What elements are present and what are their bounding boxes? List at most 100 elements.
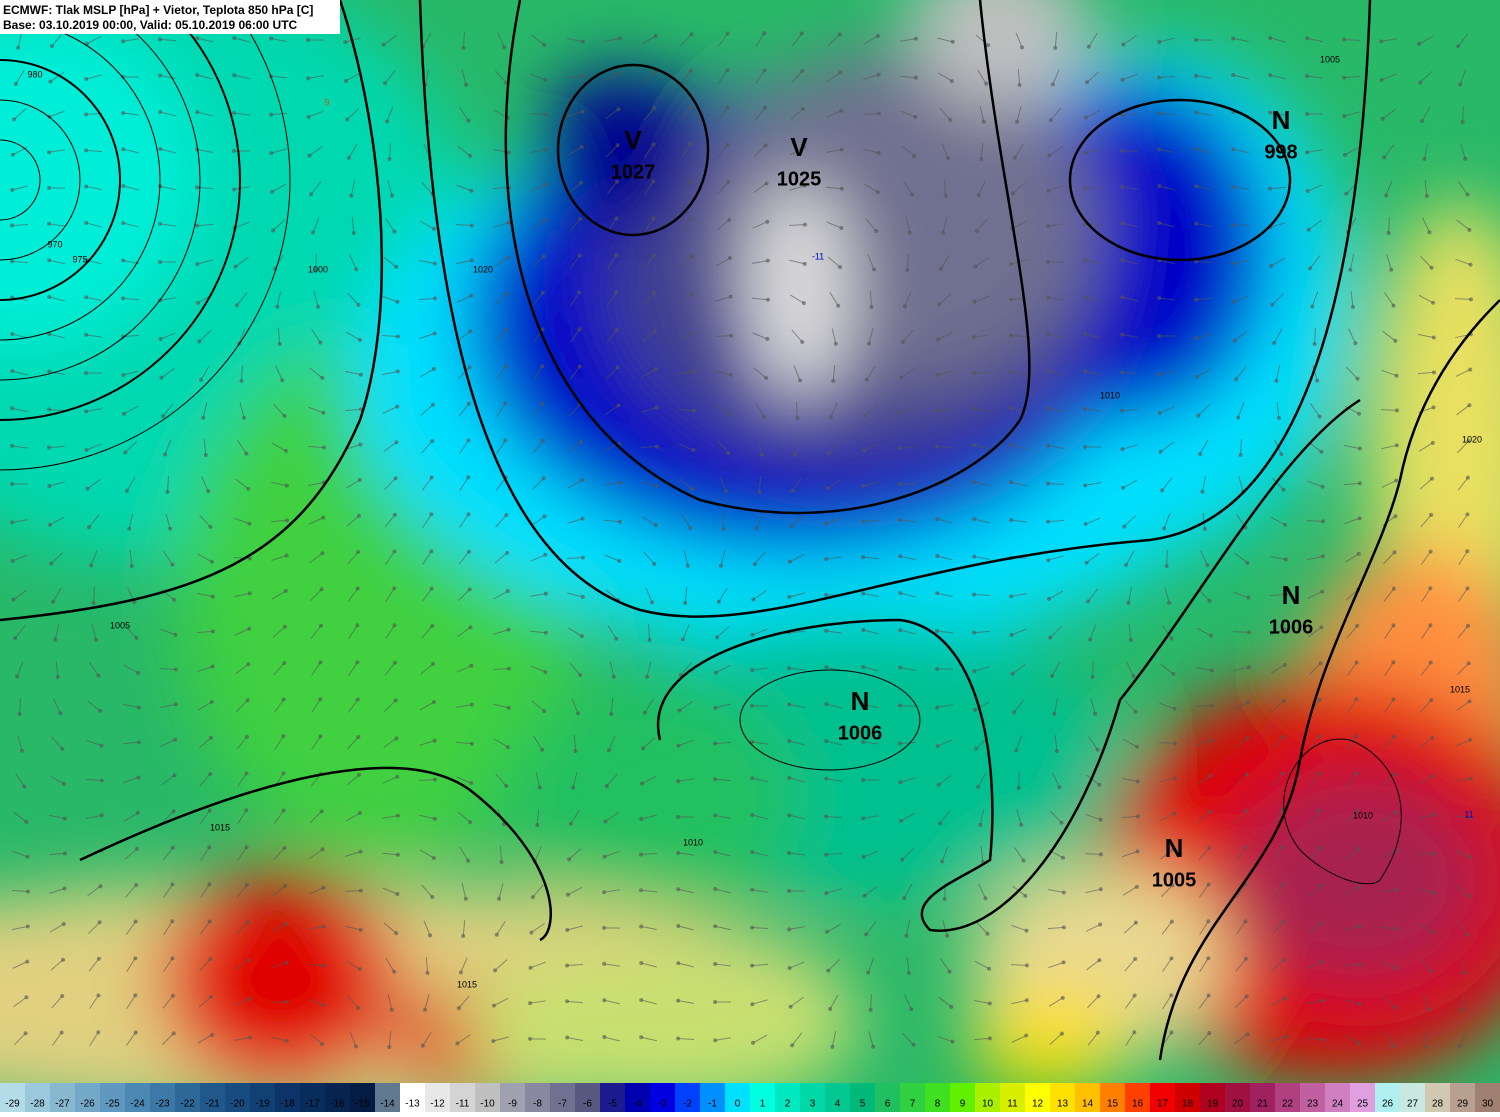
wind-arrow-head [354, 267, 358, 271]
wind-arrow-head [1244, 957, 1248, 961]
wind-arrow-head [614, 253, 618, 257]
wind-arrow-head [1277, 416, 1281, 420]
wind-arrow-head [269, 151, 273, 155]
wind-arrow-head [1391, 623, 1395, 627]
wind-arrow-head [1380, 78, 1384, 82]
wind-arrow-head [431, 403, 435, 407]
wind-arrow-head [1062, 891, 1066, 895]
wind-arrow-head [935, 517, 939, 521]
wind-arrow-head [209, 995, 213, 999]
wind-arrow-head [504, 328, 508, 332]
wind-arrow-head [1348, 268, 1352, 272]
wind-arrow-head [1157, 111, 1161, 115]
wind-arrow-head [1358, 481, 1362, 485]
wind-arrow-head [84, 77, 88, 81]
wind-arrow-head [1017, 786, 1021, 790]
wind-arrow-head [281, 734, 285, 738]
wind-arrow-head [913, 115, 917, 119]
wind-arrow-head [1170, 920, 1174, 924]
wind-arrow-head [136, 811, 140, 815]
wind-arrow-head [1096, 748, 1100, 752]
wind-arrow-head [542, 43, 546, 47]
wind-arrow-head [58, 711, 62, 715]
wind-arrow-head [1320, 921, 1324, 925]
colorbar-label: 5 [860, 1099, 866, 1110]
colorbar-label: -17 [305, 1099, 320, 1110]
wind-arrow-head [654, 367, 658, 371]
wind-arrow-head [63, 886, 67, 890]
wind-arrow-head [725, 105, 729, 109]
wind-arrow-head [208, 920, 212, 924]
isobar-label: 1005 [1320, 54, 1340, 64]
wind-arrow-head [912, 1043, 916, 1047]
wind-arrow-head [571, 786, 575, 790]
wind-arrow-head [269, 37, 273, 41]
wind-arrow-head [1207, 1031, 1211, 1035]
wind-arrow-head [978, 823, 982, 827]
wind-arrow [493, 669, 509, 670]
wind-arrow-head [503, 401, 507, 405]
wind-arrow-head [428, 933, 432, 937]
wind-arrow-head [1244, 809, 1248, 813]
wind-arrow-head [870, 305, 874, 309]
wind-arrow-head [765, 181, 769, 185]
wind-arrow-head [1083, 295, 1087, 299]
wind-arrow-head [937, 783, 941, 787]
wind-arrow-head [432, 700, 436, 704]
wind-arrow-head [824, 777, 828, 781]
wind-arrow-head [614, 216, 618, 220]
wind-arrow-head [824, 702, 828, 706]
wind-arrow-head [766, 298, 770, 302]
isobar-label: 970 [47, 239, 62, 249]
wind-arrow-head [383, 81, 387, 85]
wind-arrow-head [688, 105, 692, 109]
wind-arrow-head [195, 224, 199, 228]
colorbar-label: -1 [708, 1099, 717, 1110]
wind-arrow-head [211, 595, 215, 599]
wind-arrow-head [988, 1002, 992, 1006]
wind-arrow-head [318, 697, 322, 701]
wind-arrow-head [787, 739, 791, 743]
wind-arrow-head [195, 73, 199, 77]
wind-arrow-head [432, 367, 436, 371]
wind-arrow-head [48, 80, 52, 84]
colorbar-label: -13 [405, 1099, 420, 1110]
wind-arrow-head [935, 408, 939, 412]
colorbar-label: 17 [1157, 1099, 1169, 1110]
wind-arrow-head [96, 674, 100, 678]
wind-arrow-head [1121, 486, 1125, 490]
wind-arrow-head [1083, 186, 1087, 190]
wind-arrow-head [1358, 1002, 1362, 1006]
wind-arrow-head [788, 560, 792, 564]
wind-arrow-head [318, 341, 322, 345]
wind-arrow-head [395, 405, 399, 409]
wind-arrow-head [1009, 406, 1013, 410]
isobar-label: 980 [27, 69, 42, 79]
wind-arrow-head [542, 476, 546, 480]
wind-arrow-head [1305, 150, 1309, 154]
wind-arrow-head [1244, 919, 1248, 923]
wind-arrow-head [1170, 1030, 1174, 1034]
wind-arrow-head [84, 295, 88, 299]
wind-arrow-head [1198, 452, 1202, 456]
wind-arrow-head [356, 698, 360, 702]
wind-arrow-head [395, 775, 399, 779]
wind-arrow-head [828, 1007, 832, 1011]
wind-arrow-head [87, 525, 91, 529]
wind-arrow-head [1046, 369, 1050, 373]
wind-arrow-head [1165, 564, 1169, 568]
wind-arrow-head [208, 772, 212, 776]
wind-arrow-head [1432, 370, 1436, 374]
wind-arrow-head [358, 338, 362, 342]
wind-arrow-head [691, 292, 695, 296]
wind-arrow-head [1120, 221, 1124, 225]
wind-arrow-head [1320, 590, 1324, 594]
wind-arrow-head [765, 337, 769, 341]
wind-arrow-head [12, 598, 16, 602]
wind-arrow-head [691, 448, 695, 452]
pressure-center-letter: N [1282, 580, 1301, 610]
wind-arrow-head [787, 776, 791, 780]
wind-arrow-head [282, 414, 286, 418]
wind-arrow-head [618, 36, 622, 40]
